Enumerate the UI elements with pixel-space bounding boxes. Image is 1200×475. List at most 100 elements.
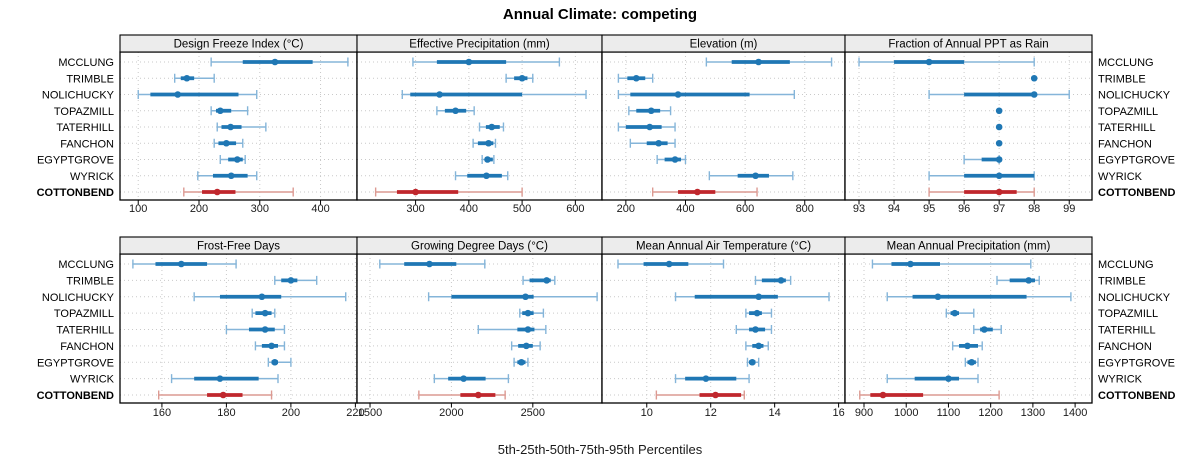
- interval-row-trimble: [173, 73, 215, 83]
- median-dot: [426, 260, 433, 268]
- median-dot: [712, 391, 719, 399]
- station-label-left-trimble: TRIMBLE: [66, 275, 114, 287]
- median-dot: [524, 309, 532, 317]
- median-dot: [665, 260, 673, 268]
- axis-tick-label: 200: [190, 203, 208, 215]
- axis-tick-label: 1300: [1021, 407, 1045, 419]
- interval-row-fanchon: [472, 138, 497, 148]
- median-dot: [465, 58, 473, 66]
- interval-row-egyptgrove: [219, 155, 246, 164]
- axis-tick-label: 200: [617, 203, 635, 215]
- median-dot: [671, 156, 679, 163]
- panel-mean-annual-air-temperature-c: Mean Annual Air Temperature (°C) 10 12 14 16: [601, 236, 846, 419]
- interval-row-topazmill: [519, 308, 545, 318]
- interval-row-cottonbend: [928, 187, 1035, 197]
- interval-row-trimble: [274, 275, 318, 285]
- interval-row-nolichucky: [886, 292, 1072, 302]
- interval-row-taterhill: [478, 122, 505, 132]
- axis-tick-label: 800: [796, 203, 814, 215]
- interval-row-wyrick: [886, 374, 979, 384]
- interval-row-mcclung: [210, 57, 349, 67]
- interval-row-fanchon: [951, 341, 983, 351]
- interval-row-egyptgrove: [481, 155, 495, 164]
- interval-row-fanchon: [745, 341, 769, 351]
- panel-strip: [844, 34, 1093, 53]
- interval-row-trimble: [617, 73, 654, 83]
- interval-row-trimble: [754, 275, 792, 285]
- median-dot: [271, 58, 279, 66]
- median-dot: [879, 391, 887, 399]
- station-label-right-trimble: TRIMBLE: [1098, 275, 1146, 287]
- interval-row-egyptgrove: [963, 155, 1003, 164]
- axis-tick-label: 2000: [439, 407, 463, 419]
- median-dot: [752, 172, 759, 180]
- panel-mean-annual-precipitation-mm: Mean Annual Precipitation (mm) 900 1000 110…: [844, 236, 1093, 419]
- median-dot: [436, 91, 443, 98]
- interval-row-taterhill: [617, 122, 676, 132]
- station-label-right-mcclung: MCCLUNG: [1098, 57, 1154, 69]
- station-label-left-nolichucky: NOLICHUCKY: [42, 90, 115, 102]
- station-label-right-taterhill: TATERHILL: [1098, 325, 1156, 337]
- interval-row-wyrick: [454, 171, 509, 181]
- interval-row-topazmill: [945, 308, 975, 318]
- station-label-left-mcclung: MCCLUNG: [58, 259, 114, 271]
- station-label-right-egyptgrove: EGYPTGROVE: [1098, 155, 1175, 167]
- station-label-left-fanchon: FANCHON: [60, 138, 114, 150]
- interval-row-nolichucky: [427, 292, 598, 302]
- panel-strip-title: Frost-Free Days: [197, 241, 280, 253]
- interval-row-nolichucky: [401, 90, 587, 99]
- median-dot: [523, 342, 530, 350]
- panel-growing-degree-days-c: Growing Degree Days (°C) 1500 2000 2500: [356, 236, 603, 419]
- panel-background: [845, 52, 1092, 200]
- median-dot: [995, 123, 1003, 131]
- station-label-left-trimble: TRIMBLE: [66, 73, 114, 85]
- panel-strip-title: Mean Annual Precipitation (mm): [887, 241, 1051, 253]
- axis-tick-label: 12: [705, 407, 717, 419]
- panel-strip-title: Fraction of Annual PPT as Rain: [888, 39, 1048, 51]
- axis-tick-label: 10: [641, 407, 653, 419]
- panel-strip-title: Mean Annual Air Temperature (°C): [636, 241, 811, 253]
- panel-design-freeze-index-c: Design Freeze Index (°C) 100 200 300 400: [119, 34, 358, 215]
- median-dot: [755, 58, 762, 66]
- axis-tick-label: 2500: [521, 407, 545, 419]
- panel-strip-title: Elevation (m): [690, 39, 758, 51]
- interval-row-taterhill: [225, 325, 286, 334]
- median-dot: [287, 277, 295, 284]
- median-dot: [753, 309, 761, 317]
- median-dot: [674, 91, 682, 98]
- median-dot: [755, 293, 762, 301]
- interval-row-cottonbend: [655, 390, 745, 400]
- median-dot: [233, 156, 241, 163]
- interval-row-taterhill: [995, 123, 1003, 131]
- station-label-left-egyptgrove: EGYPTGROVE: [37, 155, 114, 167]
- median-dot: [213, 188, 221, 196]
- median-dot: [474, 391, 482, 399]
- median-dot: [995, 156, 1003, 163]
- interval-row-fanchon: [995, 139, 1003, 147]
- station-label-right-egyptgrove: EGYPTGROVE: [1098, 357, 1175, 369]
- station-label-right-wyrick: WYRICK: [1098, 171, 1143, 183]
- station-label-right-fanchon: FANCHON: [1098, 138, 1152, 150]
- station-label-left-wyrick: WYRICK: [70, 374, 115, 386]
- median-dot: [907, 260, 914, 268]
- figure-title: Annual Climate: competing: [502, 6, 698, 23]
- median-dot: [261, 309, 269, 317]
- station-label-left-taterhill: TATERHILL: [56, 325, 114, 337]
- interval-row-nolichucky: [617, 90, 796, 99]
- interval-row-taterhill: [477, 325, 547, 334]
- axis-tick-label: 16: [832, 407, 844, 419]
- panel-effective-precipitation-mm: Effective Precipitation (mm) 300 400 500 600: [356, 34, 603, 215]
- interval-row-wyrick: [170, 374, 279, 384]
- station-label-right-cottonbend: COTTONBEND: [1098, 390, 1175, 402]
- median-dot: [412, 188, 419, 196]
- median-dot: [174, 91, 182, 98]
- panel-fraction-of-annual-ppt-as-rain: Fraction of Annual PPT as Rain 93 94 95 96 97…: [844, 34, 1093, 215]
- median-dot: [647, 107, 655, 115]
- axis-tick-label: 160: [153, 407, 171, 419]
- station-label-left-taterhill: TATERHILL: [56, 122, 114, 134]
- median-dot: [522, 293, 529, 301]
- station-label-left-nolichucky: NOLICHUCKY: [42, 292, 115, 304]
- interval-row-egyptgrove: [267, 357, 292, 367]
- axis-tick-label: 400: [311, 203, 329, 215]
